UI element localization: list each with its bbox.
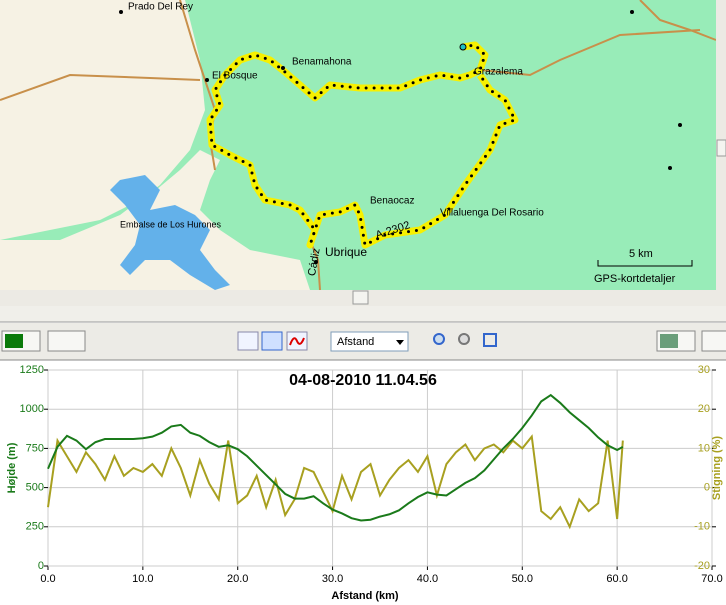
dropdown-arrow	[396, 340, 404, 345]
province-label: Cádiz	[306, 247, 323, 277]
y-tick-label: 1000	[20, 403, 44, 415]
style-button[interactable]	[701, 330, 726, 352]
zoom-fit[interactable]	[483, 333, 497, 347]
track-start	[459, 43, 467, 51]
x-tick-label: 40.0	[417, 573, 438, 585]
y2-tick-label: 20	[698, 403, 710, 415]
series-line	[47, 434, 624, 530]
y2-tick-label: -20	[694, 560, 710, 572]
place-label: Benaocaz	[370, 196, 414, 207]
y2-tick-label: -10	[694, 521, 710, 533]
axis-dropdown-value: Afstand	[337, 336, 374, 348]
axis-dropdown[interactable]	[330, 331, 409, 352]
y2-tick-label: 0	[704, 482, 710, 494]
place-label: Grazalema	[474, 67, 523, 78]
tool-icon	[289, 337, 305, 346]
series-line	[47, 393, 624, 522]
scale-bar	[597, 260, 693, 267]
place-label: Embalse de Los Hurones	[120, 219, 222, 229]
zoom-out[interactable]	[458, 333, 470, 345]
y-axis-label: Højde (m)	[6, 442, 18, 493]
x-tick-label: 60.0	[606, 573, 627, 585]
scale-label: 5 km	[629, 248, 653, 260]
x-axis-label: Afstand (km)	[331, 590, 399, 602]
y2-tick-label: 30	[698, 364, 710, 376]
x-tick-label: 20.0	[227, 573, 248, 585]
y-tick-label: 500	[26, 482, 44, 494]
color-swatch	[5, 334, 23, 348]
place-dots	[119, 10, 682, 264]
tool-button[interactable]	[237, 331, 259, 351]
lake	[110, 175, 230, 290]
v-scroll-thumb[interactable]	[716, 139, 726, 157]
x-tick-label: 0.0	[40, 573, 55, 585]
plot-area	[47, 369, 713, 567]
zoom-in[interactable]	[433, 333, 445, 345]
y-tick-label: 250	[26, 521, 44, 533]
place-label: Benamahona	[292, 57, 352, 68]
place-label: Prado Del Rey	[128, 2, 193, 13]
x-tick-label: 50.0	[512, 573, 533, 585]
profile-chart: 0.0 10.0 20.0 30.0 40.0 50.0 60.0 70.0 0 250 500 75…	[20, 364, 723, 585]
splitter[interactable]	[0, 306, 726, 322]
y-tick-label: 750	[26, 442, 44, 454]
place-label: Villaluenga Del Rosario	[440, 208, 544, 219]
chart-title: 04-08-2010 11.04.56	[289, 372, 437, 389]
x-tick-label: 30.0	[322, 573, 343, 585]
y-tick-label: 1250	[20, 364, 44, 376]
map-land	[0, 0, 310, 290]
x-tick-label: 70.0	[701, 573, 722, 585]
y2-axis-label: Stigning (%)	[711, 436, 723, 500]
h-scroll-thumb[interactable]	[352, 290, 369, 305]
y2-tick-label: 10	[698, 442, 710, 454]
detail-label: GPS-kortdetaljer	[594, 273, 676, 285]
color-swatch	[660, 334, 678, 348]
place-label: Ubrique	[325, 245, 367, 259]
place-label: El Bosque	[212, 71, 258, 82]
tool-button[interactable]	[261, 331, 283, 351]
track-points	[208, 43, 518, 248]
style-button[interactable]	[47, 330, 86, 352]
x-tick-label: 10.0	[132, 573, 153, 585]
y-tick-label: 0	[38, 560, 44, 572]
